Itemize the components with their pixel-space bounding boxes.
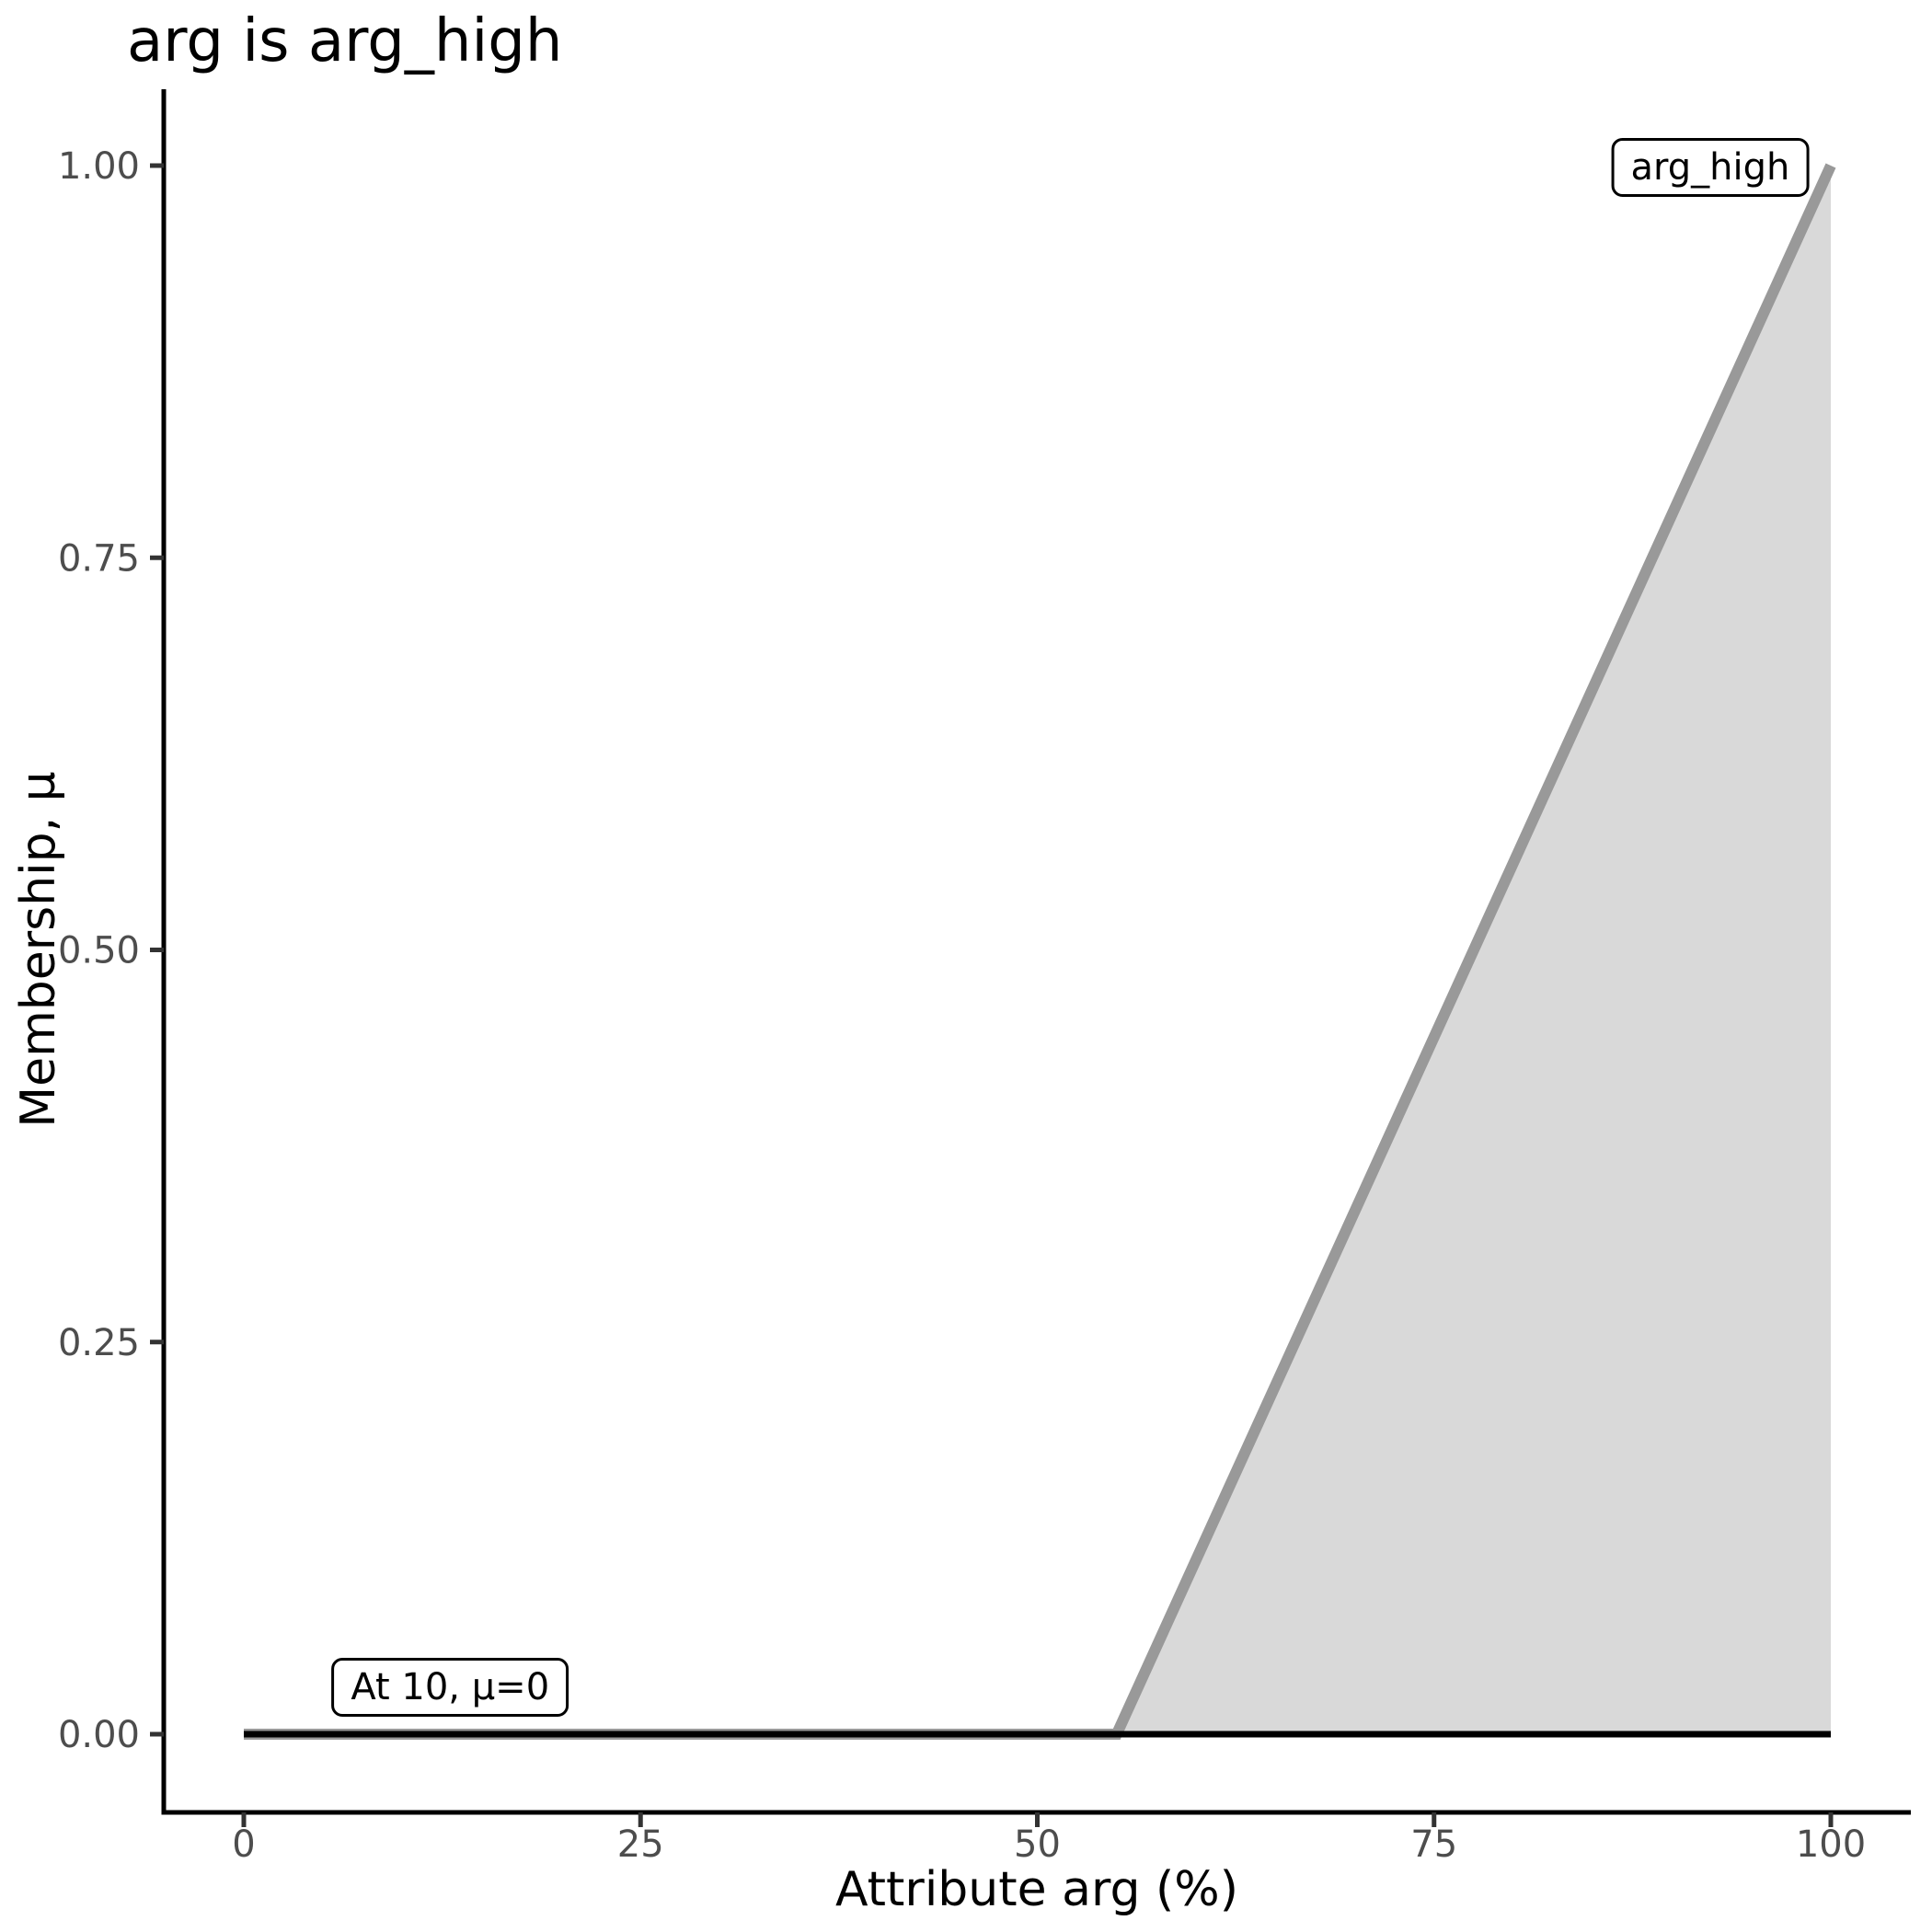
y-tick-label: 0.00 bbox=[58, 1714, 140, 1756]
x-tick-label: 75 bbox=[1410, 1823, 1457, 1866]
chart-title: arg is arg_high bbox=[127, 7, 563, 75]
x-axis-ticks: 0 25 50 75 100 bbox=[232, 1812, 1866, 1866]
x-tick-label: 100 bbox=[1796, 1823, 1866, 1866]
annotation-at-value-box: At 10, μ=0 bbox=[331, 1657, 569, 1717]
y-tick-label: 0.75 bbox=[58, 537, 140, 580]
y-axis-ticks: 0.00 0.25 0.50 0.75 1.00 bbox=[58, 145, 164, 1756]
y-axis-title: Membership, μ bbox=[11, 771, 66, 1128]
x-tick-label: 0 bbox=[232, 1823, 255, 1866]
y-tick-label: 1.00 bbox=[58, 145, 140, 188]
y-tick-label: 0.50 bbox=[58, 930, 140, 972]
annotation-set-name-box: arg_high bbox=[1611, 137, 1810, 197]
x-tick-label: 50 bbox=[1014, 1823, 1061, 1866]
y-tick-label: 0.25 bbox=[58, 1322, 140, 1364]
x-axis-title: Attribute arg (%) bbox=[835, 1862, 1238, 1917]
x-tick-label: 25 bbox=[617, 1823, 664, 1866]
